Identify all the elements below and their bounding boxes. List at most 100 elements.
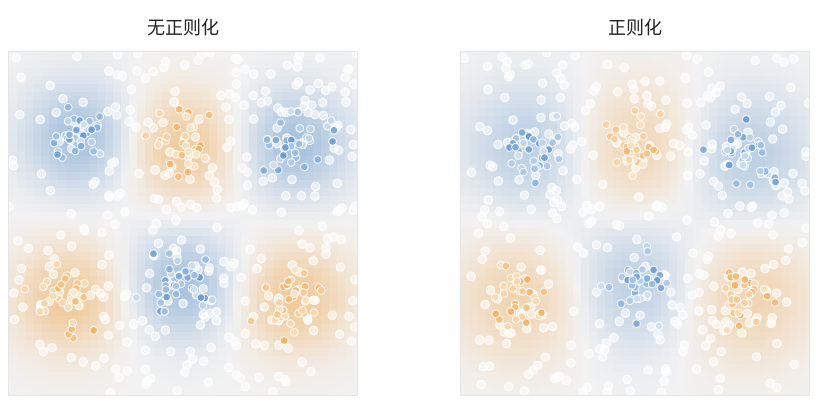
noise-point: [198, 284, 208, 294]
noise-point: [770, 107, 780, 117]
noise-point: [267, 173, 278, 183]
noise-point: [666, 151, 676, 161]
noise-point: [158, 117, 168, 128]
data-point-orange: [180, 131, 190, 141]
noise-point: [340, 87, 350, 97]
noise-point: [567, 118, 577, 128]
data-point-orange: [721, 283, 730, 293]
noise-point: [259, 302, 270, 312]
noise-point: [461, 53, 469, 64]
noise-point: [701, 340, 711, 351]
data-point-orange: [639, 132, 648, 141]
noise-point: [766, 318, 777, 328]
noise-point: [211, 316, 222, 326]
noise-point: [45, 185, 56, 196]
noise-point: [219, 256, 229, 267]
noise-point: [651, 202, 661, 212]
noise-point: [344, 311, 354, 321]
noise-point: [283, 343, 293, 353]
noise-point: [629, 252, 639, 263]
data-point-orange: [299, 288, 308, 297]
noise-point: [305, 243, 315, 253]
noise-point: [122, 337, 132, 347]
noise-point: [240, 382, 251, 392]
data-point-blue: [165, 264, 174, 274]
noise-point: [15, 110, 25, 120]
noise-point: [620, 308, 631, 318]
noise-point: [97, 259, 107, 270]
noise-point: [602, 242, 613, 253]
noise-point: [578, 248, 589, 258]
noise-point: [140, 73, 151, 83]
noise-point: [14, 275, 24, 285]
noise-point: [58, 93, 68, 104]
data-point-blue: [171, 281, 181, 291]
data-point-orange: [656, 109, 665, 119]
noise-point: [656, 387, 666, 395]
plot-area: [460, 51, 810, 396]
noise-point: [659, 376, 669, 386]
data-point-blue: [160, 307, 169, 316]
data-point-blue: [723, 145, 732, 155]
noise-point: [528, 365, 539, 375]
data-point-orange: [279, 336, 289, 345]
data-point-blue: [747, 143, 757, 152]
noise-point: [549, 198, 559, 208]
noise-point: [335, 329, 345, 339]
data-point-orange: [35, 307, 45, 316]
noise-point: [204, 171, 214, 181]
data-point-blue: [269, 160, 278, 170]
data-point-blue: [326, 116, 336, 125]
noise-point: [120, 207, 130, 217]
noise-point: [682, 273, 693, 284]
data-point-orange: [619, 123, 628, 132]
noise-point: [473, 228, 484, 238]
noise-point: [199, 356, 209, 366]
data-point-blue: [65, 130, 74, 140]
noise-point: [179, 60, 190, 70]
data-point-orange: [539, 287, 549, 297]
noise-point: [494, 206, 505, 217]
data-point-orange: [525, 287, 534, 297]
noise-point: [103, 106, 113, 117]
noise-points: [9, 52, 357, 395]
noise-point: [216, 90, 226, 101]
noise-point: [622, 374, 632, 385]
noise-point: [318, 110, 328, 121]
data-point-orange: [491, 309, 501, 319]
data-point-orange: [290, 327, 299, 337]
data-point-blue: [643, 290, 652, 300]
noise-point: [294, 225, 304, 236]
noise-point: [578, 387, 588, 395]
noise-point: [715, 373, 725, 383]
noise-point: [566, 358, 576, 368]
data-point-blue: [70, 146, 80, 156]
noise-point: [609, 333, 619, 343]
data-point-blue: [530, 164, 539, 174]
noise-point: [632, 234, 642, 245]
noise-point: [226, 202, 236, 213]
noise-point: [248, 114, 259, 124]
data-point-orange: [744, 290, 754, 299]
data-point-blue: [286, 158, 296, 167]
data-point-blue: [174, 271, 184, 281]
noise-point: [211, 307, 222, 317]
data-point-orange: [759, 284, 769, 294]
cluster-blue: [259, 107, 339, 175]
data-point-orange: [537, 308, 546, 318]
noise-point: [178, 298, 188, 309]
data-point-blue: [161, 285, 171, 294]
noise-point: [148, 123, 159, 133]
cluster-blue: [49, 102, 105, 162]
noise-point: [310, 191, 320, 201]
data-point-blue: [745, 133, 755, 142]
data-point-blue: [757, 148, 767, 157]
data-point-orange: [71, 297, 80, 306]
noise-point: [140, 364, 151, 375]
noise-point: [466, 167, 477, 177]
noise-point: [36, 169, 47, 179]
data-point-blue: [313, 155, 323, 164]
noise-point: [171, 215, 181, 225]
data-point-blue: [511, 142, 520, 152]
noise-point: [254, 372, 264, 383]
